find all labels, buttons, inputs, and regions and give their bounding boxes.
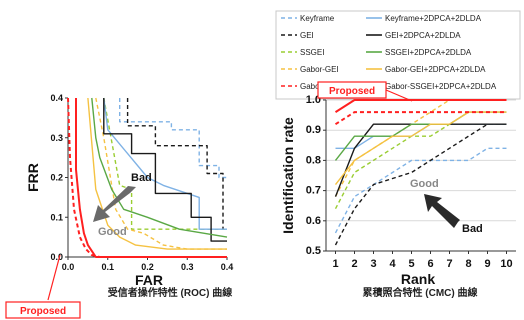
legend-label: SSGEI	[300, 48, 324, 57]
chart-caption: 受信者操作特性 (ROC) 曲線	[108, 286, 232, 299]
series-line	[103, 97, 227, 230]
series-line	[87, 97, 227, 250]
y-axis-label: FRR	[25, 163, 41, 192]
x-tick-label: 1	[332, 258, 338, 270]
y-tick-label: 0.2	[50, 173, 63, 183]
proposed-pointer	[47, 254, 61, 301]
legend-label: Keyframe+2DPCA+2DLDA	[385, 14, 482, 23]
y-tick-label: 0.8	[306, 154, 321, 166]
chart-caption: 累積照合特性 (CMC) 曲線	[363, 286, 478, 299]
legend-box	[275, 10, 521, 100]
x-axis-label: FAR	[135, 272, 163, 288]
series-line	[103, 98, 227, 242]
x-tick-label: 2	[351, 258, 357, 270]
y-tick-label: 0.9	[306, 124, 321, 136]
good-label: Good	[98, 226, 127, 238]
x-tick-label: 4	[389, 258, 396, 270]
x-tick-label: 0.3	[181, 262, 194, 272]
y-tick-label: 0.0	[50, 252, 63, 262]
bad-label: Bad	[131, 172, 152, 184]
x-tick-label: 0.4	[221, 262, 234, 272]
series-line	[334, 123, 507, 246]
y-tick-label: 0.3	[50, 133, 63, 143]
y-tick-label: 0.7	[306, 185, 321, 197]
legend-label: GEI	[300, 31, 314, 40]
proposed-pointer	[385, 89, 413, 102]
series-line	[334, 147, 507, 234]
x-tick-label: 10	[500, 258, 512, 270]
y-axis-label: Identification rate	[280, 117, 296, 234]
series-line	[118, 98, 227, 179]
bad-to-good-arrow	[424, 194, 460, 228]
series-line	[103, 97, 227, 230]
x-tick-label: 5	[408, 258, 414, 270]
series-line	[75, 98, 227, 258]
x-tick-label: 0.2	[141, 262, 154, 272]
y-tick-label: 0.6	[306, 215, 321, 227]
legend-label: SSGEI+2DPCA+2DLDA	[385, 48, 472, 57]
series-line	[334, 99, 507, 113]
legend-label: Gabor-SSGEI+2DPCA+2DLDA	[385, 82, 497, 91]
x-tick-label: 0.0	[62, 262, 75, 272]
bad-to-good-arrow	[93, 186, 136, 222]
x-tick-label: 6	[427, 258, 433, 270]
legend: KeyframeGEISSGEIGabor-GEIGabor-SSGEIKeyf…	[275, 10, 521, 100]
x-tick-label: 7	[446, 258, 452, 270]
legend-label: Gabor-GEI	[300, 65, 339, 74]
roc-chart: 0.0 0.1 0.2 0.3 0.4 0.0 0.1 0.2 0.3 0.4 FAR FRR 受信者操…	[5, 93, 234, 319]
series-line	[334, 111, 507, 186]
y-tick-label: 1.0	[306, 94, 321, 106]
proposed-box	[5, 301, 81, 319]
x-tick-label: 3	[370, 258, 376, 270]
series-line	[334, 111, 507, 161]
x-tick-label: 9	[484, 258, 490, 270]
x-axis-label: Rank	[401, 271, 435, 287]
x-tick-label: 8	[465, 258, 471, 270]
y-tick-label: 0.1	[50, 212, 63, 222]
legend-label: Keyframe	[300, 14, 335, 23]
y-tick-label: 0.5	[306, 245, 321, 257]
good-label: Good	[410, 178, 439, 190]
x-tick-label: 0.1	[101, 262, 114, 272]
series-line	[126, 98, 224, 230]
legend-label: GEI+2DPCA+2DLDA	[385, 31, 461, 40]
proposed-label: Proposed	[329, 86, 375, 97]
cmc-chart: 1 2 3 4 5 6 7 8 9 10 0.5 0.6 0.7 0.8 0.9 1.0 Rank Identif…	[280, 81, 516, 299]
legend-label: Gabor-GEI+2DPCA+2DLDA	[385, 65, 486, 74]
proposed-label: Proposed	[20, 306, 66, 317]
bad-label: Bad	[462, 223, 483, 235]
y-tick-label: 0.4	[50, 93, 63, 103]
